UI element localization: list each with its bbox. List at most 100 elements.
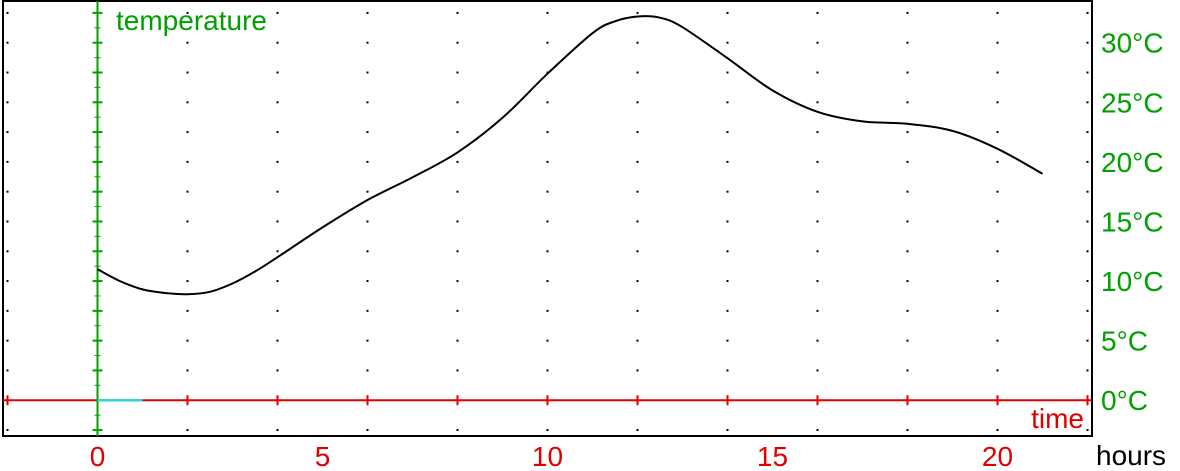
grid-dot xyxy=(906,309,909,312)
grid-dot xyxy=(366,190,369,193)
x-axis-label: time xyxy=(1031,403,1084,434)
grid-dot xyxy=(186,101,189,104)
grid-dot xyxy=(726,339,729,342)
grid-dot xyxy=(366,71,369,74)
grid-dot xyxy=(1086,160,1089,163)
grid-dot xyxy=(276,71,279,74)
grid-dot xyxy=(636,429,639,432)
grid-dot xyxy=(1086,101,1089,104)
grid-dot xyxy=(816,220,819,223)
grid-dot xyxy=(906,71,909,74)
grid-dot xyxy=(636,309,639,312)
grid-dot xyxy=(1086,280,1089,283)
grid-dot xyxy=(1086,429,1089,432)
grid-dot xyxy=(276,101,279,104)
grid-dot xyxy=(456,190,459,193)
grid-dot xyxy=(276,190,279,193)
grid-dot xyxy=(546,309,549,312)
grid-dot xyxy=(186,280,189,283)
grid-dot xyxy=(456,250,459,253)
grid-dot xyxy=(456,101,459,104)
grid-dot xyxy=(636,250,639,253)
grid-dot xyxy=(456,429,459,432)
grid-dot xyxy=(816,369,819,372)
grid-dot xyxy=(456,309,459,312)
grid-dot xyxy=(726,160,729,163)
grid-dot xyxy=(816,41,819,44)
grid-dot xyxy=(996,220,999,223)
grid-dot xyxy=(6,11,9,14)
y-tick-label: 20°C xyxy=(1101,147,1164,178)
grid-dot xyxy=(906,280,909,283)
grid-dot xyxy=(6,280,9,283)
x-tick-label: 0 xyxy=(90,441,106,471)
grid-dot xyxy=(636,280,639,283)
x-tick-label: 5 xyxy=(315,441,331,471)
grid-dot xyxy=(546,101,549,104)
grid-dot xyxy=(636,369,639,372)
grid-dot xyxy=(6,41,9,44)
grid-dot xyxy=(366,11,369,14)
grid-dot xyxy=(456,71,459,74)
grid-dot xyxy=(816,101,819,104)
grid-dot xyxy=(726,369,729,372)
grid-dot xyxy=(636,220,639,223)
grid-dot xyxy=(816,280,819,283)
grid-dot xyxy=(636,131,639,134)
grid-dot xyxy=(636,190,639,193)
grid-dot xyxy=(1086,220,1089,223)
grid-dot xyxy=(636,11,639,14)
grid-dot xyxy=(996,11,999,14)
grid-dot xyxy=(816,190,819,193)
grid-dot xyxy=(456,220,459,223)
temperature-line xyxy=(97,15,1043,296)
grid-dot xyxy=(546,11,549,14)
grid-dot xyxy=(726,101,729,104)
grid-dot xyxy=(6,131,9,134)
grid-dot xyxy=(906,250,909,253)
y-tick-label: 0°C xyxy=(1101,385,1148,416)
grid-dot xyxy=(996,71,999,74)
grid-dot xyxy=(906,220,909,223)
grid-dot xyxy=(906,101,909,104)
tick-labels: 0 5 10 15 20 0°C 5°C 10°C 15°C 20°C 25°C 30°C xyxy=(90,28,1164,471)
grid-dot xyxy=(276,369,279,372)
grid-dot xyxy=(546,220,549,223)
grid-dot xyxy=(1086,369,1089,372)
grid-dot xyxy=(726,11,729,14)
grid-dot xyxy=(366,160,369,163)
grid-dot xyxy=(6,339,9,342)
grid-dot xyxy=(816,339,819,342)
grid-dot xyxy=(996,131,999,134)
grid-dot xyxy=(906,11,909,14)
grid-dot xyxy=(996,160,999,163)
grid-dot xyxy=(726,41,729,44)
grid-dot xyxy=(276,429,279,432)
grid-dot xyxy=(456,369,459,372)
grid-dot xyxy=(636,339,639,342)
y-tick-label: 30°C xyxy=(1101,28,1164,59)
grid-dot xyxy=(726,190,729,193)
grid-dot xyxy=(276,131,279,134)
grid-dot xyxy=(6,220,9,223)
grid-dot xyxy=(456,41,459,44)
grid-dot xyxy=(546,369,549,372)
grid-dot xyxy=(546,131,549,134)
grid-dot xyxy=(816,309,819,312)
grid-dot xyxy=(816,71,819,74)
grid-dot xyxy=(996,41,999,44)
grid-dot xyxy=(816,250,819,253)
grid-dot xyxy=(276,339,279,342)
grid-dot xyxy=(186,190,189,193)
grid-dot xyxy=(6,250,9,253)
grid-dot xyxy=(276,309,279,312)
grid-dot xyxy=(6,101,9,104)
grid-dot xyxy=(276,41,279,44)
grid-dot xyxy=(6,160,9,163)
axes xyxy=(3,1,1092,436)
grid-dot xyxy=(546,280,549,283)
grid-dot xyxy=(186,369,189,372)
grid-dot xyxy=(546,429,549,432)
grid-dot xyxy=(366,41,369,44)
grid-dot xyxy=(6,369,9,372)
